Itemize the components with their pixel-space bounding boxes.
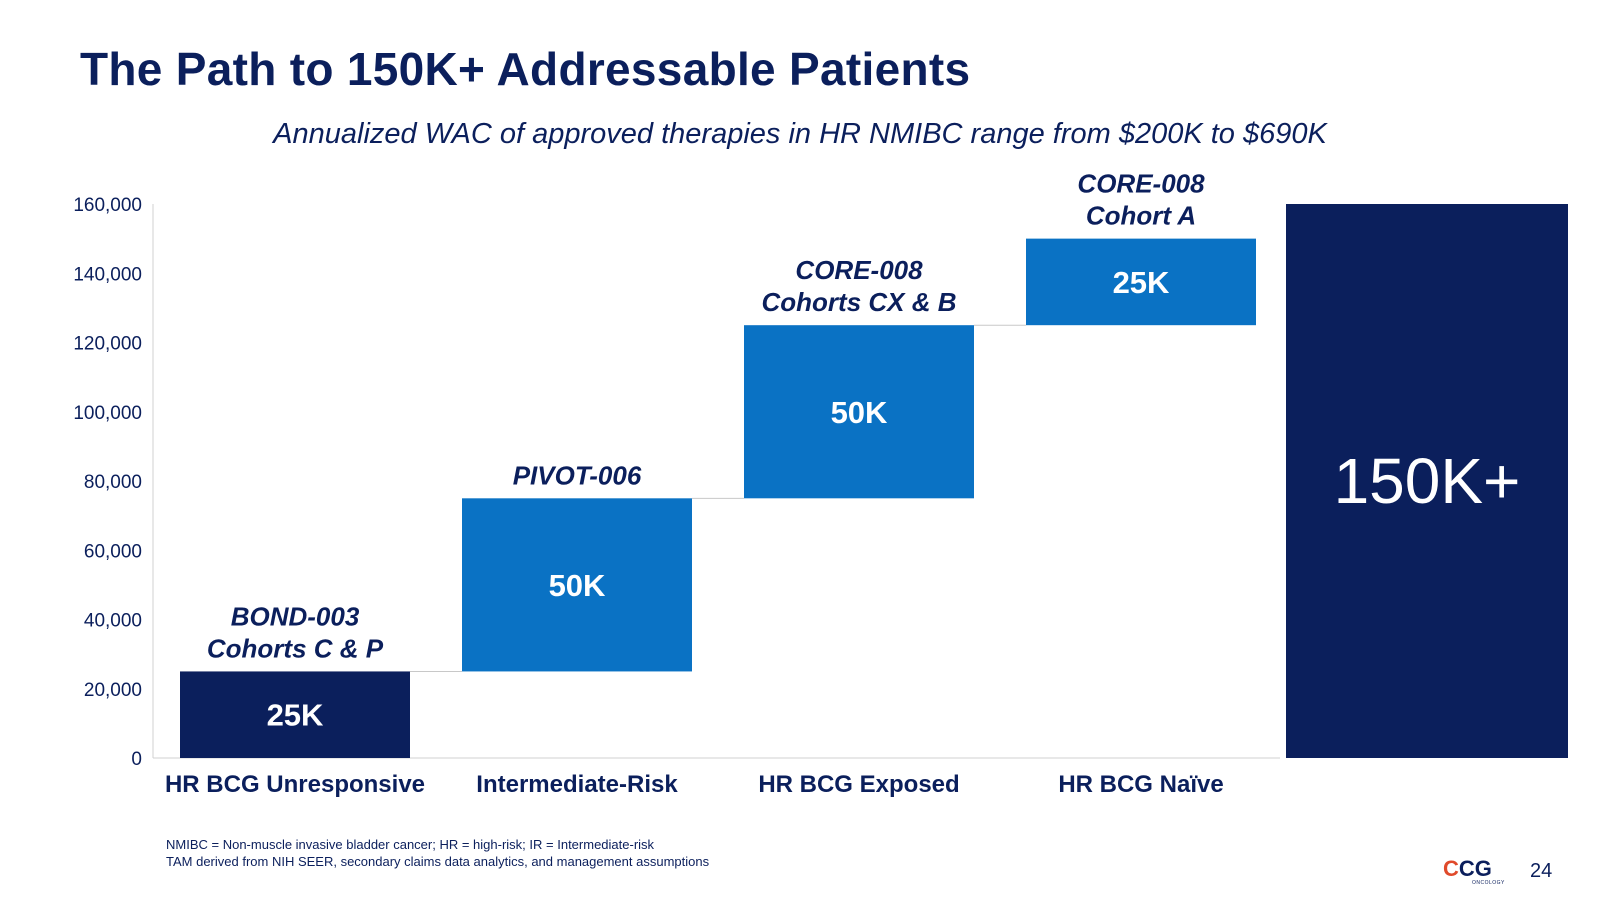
- bar-annotation: PIVOT-006: [513, 460, 642, 490]
- bar: [462, 498, 692, 672]
- bar-annotation: CORE-008: [795, 255, 923, 285]
- y-tick-label: 80,000: [84, 472, 142, 493]
- x-category-label: HR BCG Exposed: [758, 771, 959, 798]
- bar: [1026, 238, 1256, 326]
- bar-annotation: Cohorts CX & B: [762, 287, 957, 317]
- page-title: The Path to 150K+ Addressable Patients: [80, 43, 971, 95]
- x-category-label: Intermediate-Risk: [476, 771, 678, 798]
- y-tick-label: 20,000: [84, 680, 142, 701]
- y-tick-label: 60,000: [84, 541, 142, 562]
- y-tick-label: 160,000: [73, 195, 142, 216]
- bar-annotation: BOND-003: [231, 601, 360, 631]
- y-tick-label: 120,000: [73, 334, 142, 355]
- x-category-label: HR BCG Naïve: [1058, 771, 1223, 798]
- total-bar: [1286, 204, 1568, 758]
- footnotes: NMIBC = Non-muscle invasive bladder canc…: [166, 836, 709, 870]
- bar-value-label: 25K: [1113, 265, 1170, 300]
- bar-value-label: 50K: [549, 568, 606, 603]
- x-category-label: HR BCG Unresponsive: [165, 771, 425, 798]
- page-number: 24: [1530, 860, 1553, 882]
- y-tick-label: 40,000: [84, 611, 142, 632]
- footnote-line: NMIBC = Non-muscle invasive bladder canc…: [166, 837, 655, 852]
- company-logo: CCG: [1443, 856, 1492, 882]
- bar: [744, 325, 974, 499]
- bar-annotation: Cohort A: [1086, 201, 1196, 231]
- bar-value-label: 25K: [267, 698, 324, 733]
- bar-annotation: Cohorts C & P: [207, 633, 384, 663]
- bar-value-label: 150K+: [1334, 445, 1521, 517]
- bar-value-label: 50K: [831, 395, 888, 430]
- footnote-line: TAM derived from NIH SEER, secondary cla…: [166, 854, 710, 869]
- y-tick-label: 100,000: [73, 403, 142, 424]
- bar: [180, 671, 410, 758]
- bar-annotation: CORE-008: [1077, 169, 1205, 199]
- logo-subtext: ONCOLOGY: [1472, 880, 1505, 886]
- y-tick-label: 0: [131, 749, 142, 770]
- logo-text: CG: [1458, 856, 1492, 881]
- logo-mark: C: [1443, 856, 1459, 881]
- y-tick-label: 140,000: [73, 264, 142, 285]
- page-subtitle: Annualized WAC of approved therapies in …: [273, 118, 1327, 150]
